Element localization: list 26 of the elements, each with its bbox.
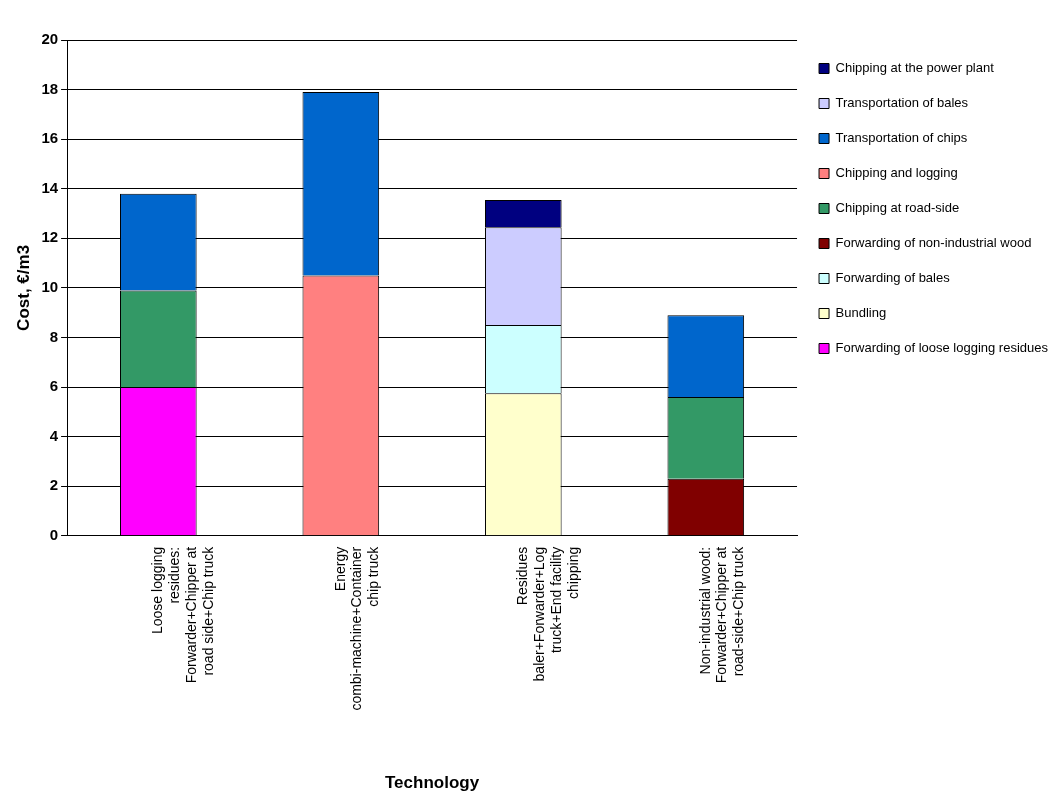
legend-label: Transportation of bales [835, 95, 969, 111]
y-tick-label: 18 [41, 79, 59, 97]
legend-label: Chipping at road-side [835, 200, 960, 216]
y-tick-label: 12 [41, 228, 59, 246]
x-tick-label: Residues baler+Forwarder+Log truck+End facility chipping [514, 546, 581, 682]
legend-label: Forwarding of bales [835, 270, 951, 286]
legend-label: Bundling [835, 305, 887, 321]
legend-label: Forwarding of non-industrial wood [835, 235, 1032, 251]
y-tick-label: 6 [49, 377, 59, 395]
y-tick-label: 10 [41, 278, 59, 296]
y-tick-label: 4 [49, 426, 59, 444]
y-tick-label: 14 [41, 178, 59, 196]
legend-label: Forwarding of loose logging residues [835, 340, 1049, 356]
x-tick-label: Loose logging residues: Forwarder+Chipper at road side+Chip truck [149, 545, 216, 684]
x-tick-label: Energy combi-machine+Container chip truck [331, 545, 382, 711]
legend-label: Transportation of chips [835, 130, 968, 146]
y-axis-title: Cost, €/m3 [13, 244, 33, 331]
y-tick-label: 2 [49, 476, 59, 494]
y-tick-label: 0 [49, 525, 59, 543]
y-tick-label: 8 [49, 327, 59, 345]
y-tick-label: 20 [41, 30, 59, 48]
x-tick-label: Non-industrial wood: Forwarder+Chipper at road-side+Chip truck [696, 545, 747, 684]
legend-label: Chipping at the power plant [835, 60, 995, 76]
legend-label: Chipping and logging [835, 165, 958, 181]
y-tick-label: 16 [41, 129, 59, 147]
x-axis-title: Technology [384, 773, 480, 793]
